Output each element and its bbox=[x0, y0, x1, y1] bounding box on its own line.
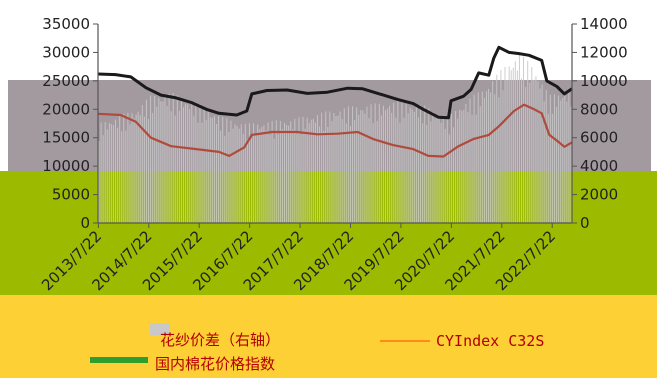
right-tick-label: 4000 bbox=[580, 157, 618, 175]
legend-swatch-spread bbox=[150, 323, 170, 335]
series-line bbox=[97, 45, 573, 120]
left-tick-label: 35000 bbox=[42, 15, 90, 33]
legend-label-cy: CYIndex C32S bbox=[436, 332, 544, 350]
right-tick-label: 8000 bbox=[580, 100, 618, 118]
price-lines bbox=[97, 45, 573, 158]
left-tick-label: 10000 bbox=[42, 157, 90, 175]
left-tick-label: 15000 bbox=[42, 129, 90, 147]
right-tick-label: 0 bbox=[580, 214, 590, 232]
bottom-band bbox=[0, 295, 657, 378]
spread-bars bbox=[98, 54, 572, 223]
legend-label-spread: 花纱价差（右轴） bbox=[160, 331, 280, 349]
left-tick-label: 20000 bbox=[42, 100, 90, 118]
legend-label-cotton: 国内棉花价格指数 bbox=[155, 355, 275, 373]
left-tick-label: 30000 bbox=[42, 43, 90, 61]
left-tick-label: 5000 bbox=[52, 186, 90, 204]
right-tick-label: 6000 bbox=[580, 129, 618, 147]
right-tick-label: 10000 bbox=[580, 72, 628, 90]
right-tick-label: 12000 bbox=[580, 43, 628, 61]
left-tick-label: 25000 bbox=[42, 72, 90, 90]
right-tick-label: 14000 bbox=[580, 15, 628, 33]
left-tick-label: 0 bbox=[80, 214, 90, 232]
legend: 花纱价差（右轴） CYIndex C32S 国内棉花价格指数 bbox=[90, 323, 544, 373]
right-tick-label: 2000 bbox=[580, 186, 618, 204]
series-line bbox=[97, 103, 573, 158]
